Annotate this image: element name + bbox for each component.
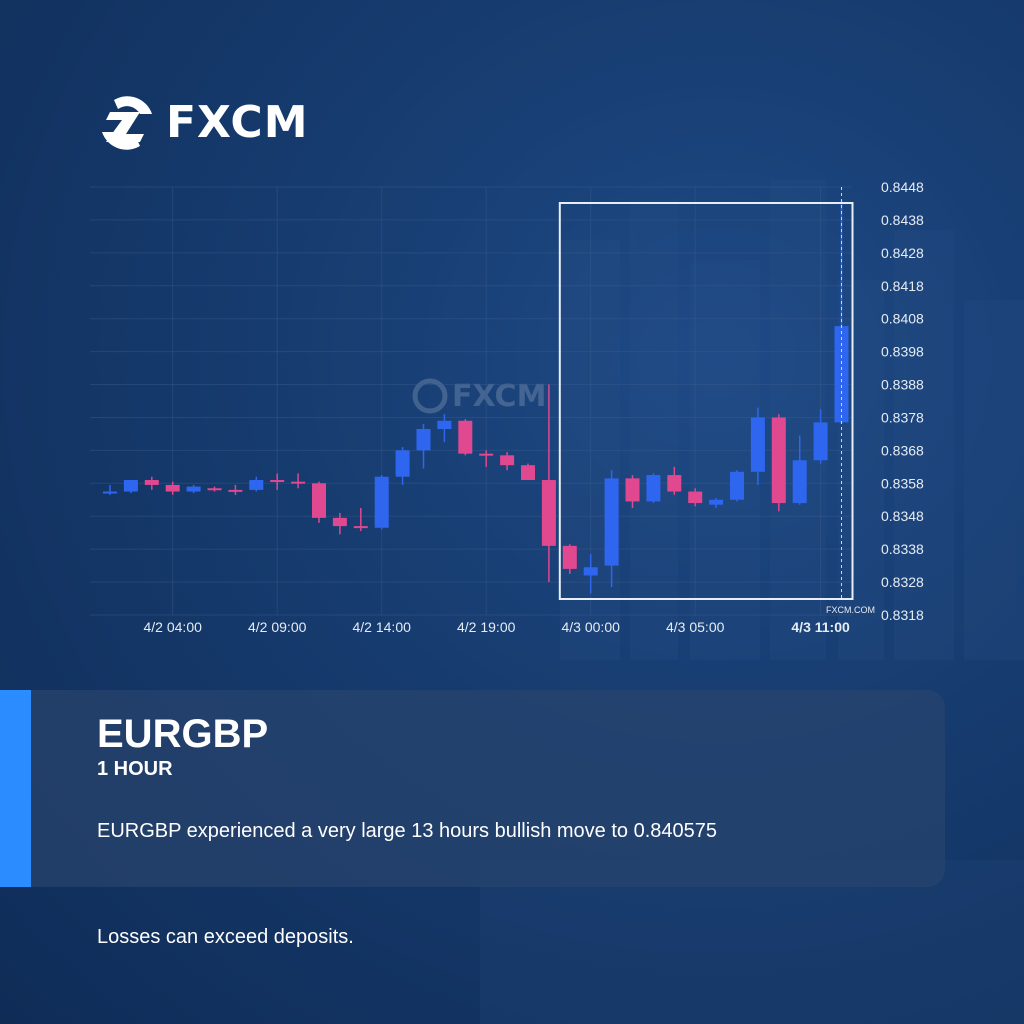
candle-body bbox=[730, 471, 744, 500]
x-tick-label: 4/2 19:00 bbox=[457, 619, 516, 635]
candle-body bbox=[646, 475, 661, 502]
y-tick-label: 0.8408 bbox=[881, 311, 924, 327]
candle-body bbox=[771, 417, 786, 504]
candle-body bbox=[813, 422, 828, 461]
x-tick-label: 4/3 11:00 bbox=[791, 619, 850, 635]
candle-body bbox=[207, 488, 222, 491]
candle-body bbox=[270, 480, 285, 483]
candle-body bbox=[688, 491, 703, 504]
y-tick-label: 0.8418 bbox=[881, 278, 924, 294]
candle-body bbox=[103, 491, 117, 494]
candle-body bbox=[792, 460, 807, 504]
card-accent-bar bbox=[0, 690, 31, 887]
candle-body bbox=[332, 517, 347, 527]
candle-body bbox=[583, 567, 598, 576]
fxcm-logo-mark-icon bbox=[102, 96, 152, 150]
candle-body bbox=[437, 420, 452, 429]
candle-body bbox=[416, 428, 431, 451]
highlight-box bbox=[558, 202, 854, 600]
candle-body bbox=[353, 526, 368, 529]
y-tick-label: 0.8448 bbox=[881, 179, 924, 195]
y-tick-label: 0.8368 bbox=[881, 442, 924, 458]
y-tick-label: 0.8358 bbox=[881, 475, 924, 491]
candle-body bbox=[374, 476, 389, 528]
candle-body bbox=[604, 478, 619, 566]
y-tick-label: 0.8318 bbox=[881, 607, 924, 623]
x-tick-label: 4/2 14:00 bbox=[353, 619, 412, 635]
candle-body bbox=[500, 455, 515, 466]
candle-body bbox=[123, 480, 138, 492]
y-tick-label: 0.8338 bbox=[881, 541, 924, 557]
y-tick-label: 0.8328 bbox=[881, 574, 924, 590]
chart-watermark-mark-icon bbox=[412, 378, 448, 414]
chart-watermark: FXCM bbox=[452, 379, 546, 414]
candle-body bbox=[750, 417, 765, 472]
candle-body bbox=[541, 480, 556, 546]
card-symbol: EURGBP bbox=[97, 712, 269, 756]
candle-body bbox=[144, 480, 159, 485]
x-tick-label: 4/2 09:00 bbox=[248, 619, 307, 635]
x-tick-label: 4/3 00:00 bbox=[562, 619, 621, 635]
y-tick-label: 0.8428 bbox=[881, 245, 924, 261]
candle-body bbox=[709, 499, 724, 505]
y-tick-label: 0.8388 bbox=[881, 377, 924, 393]
alert-card: EURGBP 1 HOUR EURGBP experienced a very … bbox=[0, 690, 945, 887]
candle-body bbox=[395, 450, 410, 477]
x-tick-label: 4/2 04:00 bbox=[144, 619, 203, 635]
card-message: EURGBP experienced a very large 13 hours… bbox=[97, 820, 717, 842]
candle-body bbox=[249, 480, 264, 490]
y-tick-label: 0.8348 bbox=[881, 508, 924, 524]
logo-wordmark: FXCM bbox=[166, 97, 309, 148]
y-tick-label: 0.8438 bbox=[881, 212, 924, 228]
candle-body bbox=[228, 489, 243, 492]
candle-body bbox=[562, 545, 577, 569]
candle-body bbox=[291, 481, 306, 484]
candle-body bbox=[312, 483, 326, 518]
fxcm-logo: FXCM bbox=[96, 92, 309, 154]
candle-body bbox=[479, 453, 494, 456]
candle-body bbox=[458, 420, 473, 454]
candle-body bbox=[521, 465, 535, 481]
candle-body bbox=[186, 486, 201, 492]
x-tick-label: 4/3 05:00 bbox=[666, 619, 725, 635]
candle-body bbox=[165, 484, 180, 492]
card-timeframe: 1 HOUR bbox=[97, 758, 173, 780]
risk-disclaimer: Losses can exceed deposits. bbox=[97, 926, 354, 948]
candle-body bbox=[625, 478, 640, 502]
y-tick-label: 0.8398 bbox=[881, 344, 924, 360]
y-tick-label: 0.8378 bbox=[881, 409, 924, 425]
candle-body bbox=[667, 475, 682, 492]
chart-source-label: FXCM.COM bbox=[826, 605, 875, 615]
